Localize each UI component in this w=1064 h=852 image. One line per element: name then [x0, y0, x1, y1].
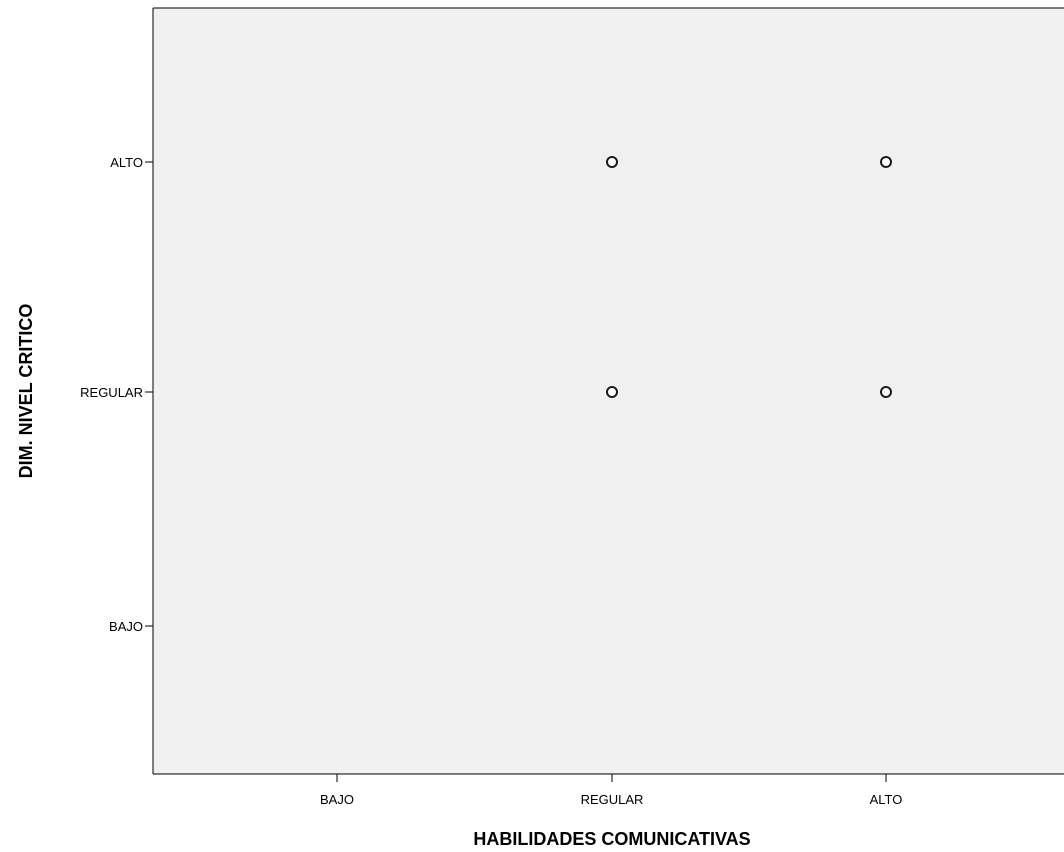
data-point-regular-regular: [606, 386, 618, 398]
y-axis-title: DIM. NIVEL CRITICO: [16, 304, 36, 479]
y-axis-ticks: BAJO REGULAR ALTO: [80, 155, 153, 634]
x-tick-label-alto: ALTO: [870, 792, 903, 807]
y-tick-label-alto: ALTO: [110, 155, 143, 170]
x-axis-ticks: BAJO REGULAR ALTO: [320, 774, 902, 807]
y-tick-label-bajo: BAJO: [109, 619, 143, 634]
data-points: [606, 156, 892, 398]
x-axis-title: HABILIDADES COMUNICATIVAS: [473, 829, 750, 849]
data-point-alto-regular: [880, 386, 892, 398]
y-tick-label-regular: REGULAR: [80, 385, 143, 400]
x-tick-label-bajo: BAJO: [320, 792, 354, 807]
x-tick-label-regular: REGULAR: [581, 792, 644, 807]
data-point-regular-alto: [606, 156, 618, 168]
data-point-alto-alto: [880, 156, 892, 168]
